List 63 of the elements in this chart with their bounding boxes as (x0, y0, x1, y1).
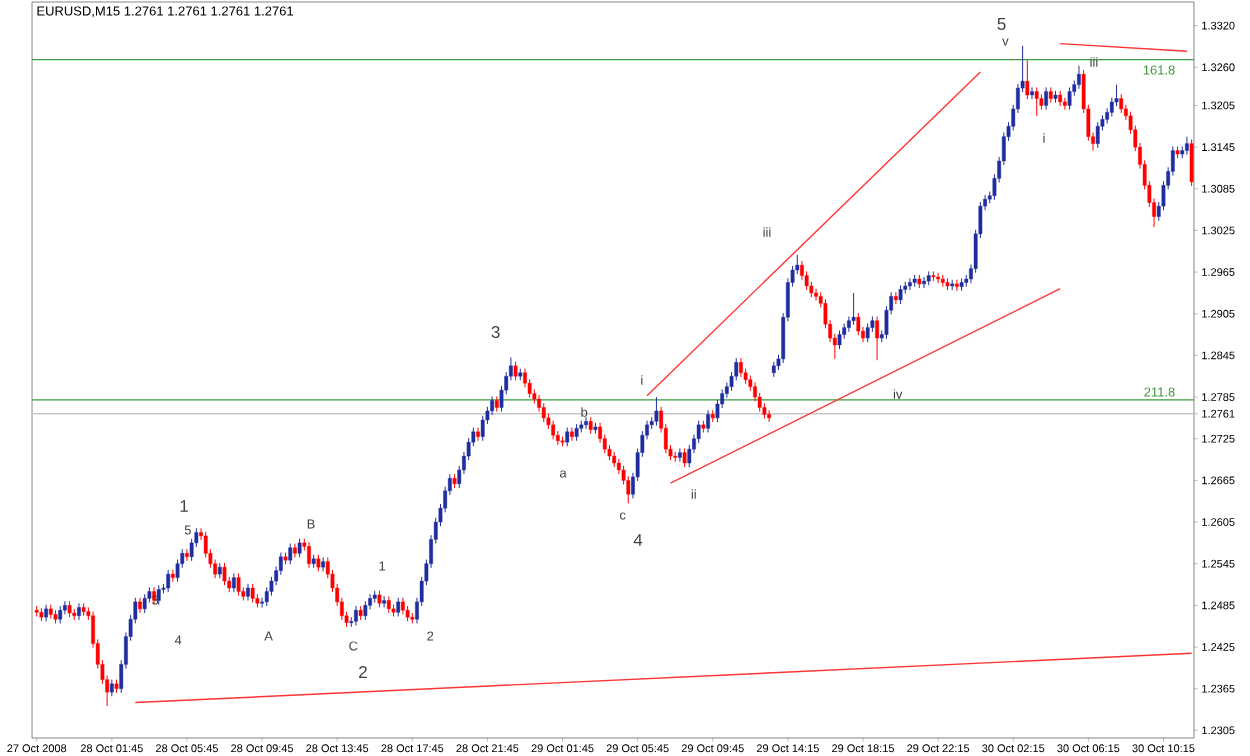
candlestick (480, 415, 485, 442)
candlestick (77, 602, 81, 621)
candlestick (541, 402, 546, 423)
candlestick (654, 396, 659, 427)
candlestick (142, 593, 147, 614)
candlestick (138, 597, 142, 614)
candlestick (236, 572, 241, 597)
candlestick (551, 420, 556, 440)
candlestick (875, 316, 879, 361)
candlestick (814, 288, 818, 302)
annotation: 1 (180, 500, 188, 512)
candlestick (851, 292, 856, 326)
candlestick (1119, 93, 1124, 114)
candlestick (922, 276, 926, 289)
candlestick (1034, 86, 1039, 117)
candlestick (898, 284, 903, 305)
candlestick (166, 569, 171, 593)
candlestick (682, 447, 687, 468)
candlestick (739, 357, 743, 378)
annotation: 5 (997, 18, 1006, 30)
candlestick (396, 597, 401, 617)
candlestick (584, 416, 588, 430)
candlestick (565, 427, 570, 447)
candlestick (354, 605, 358, 626)
candlestick (856, 312, 861, 336)
candlestick (382, 595, 387, 608)
annotation: 4 (633, 534, 643, 546)
candlestick (767, 409, 771, 423)
candlestick (1067, 86, 1072, 111)
candlestick (1030, 86, 1034, 100)
candlestick (1062, 97, 1067, 111)
candlestick (570, 427, 574, 442)
candlestick (321, 556, 325, 572)
candlestick (1077, 65, 1081, 90)
candlestick (678, 447, 682, 463)
candlestick (185, 548, 189, 562)
candlestick (1025, 59, 1030, 100)
candlestick (706, 409, 710, 433)
candlestick (513, 361, 518, 381)
candlestick (490, 395, 494, 416)
annotation: 3 (491, 326, 500, 339)
candlestick (476, 427, 480, 442)
candlestick (837, 329, 842, 350)
candlestick (893, 291, 898, 305)
candlestick (1189, 138, 1194, 187)
candlestick (288, 543, 293, 565)
candlestick (363, 600, 368, 621)
candlestick (1044, 86, 1048, 111)
candlestick (63, 600, 67, 615)
candlestick (232, 572, 236, 593)
candlestick (865, 322, 870, 343)
candlestick (250, 583, 255, 604)
candlestick (1185, 136, 1189, 156)
candlestick (170, 569, 175, 583)
candlestick (297, 538, 302, 558)
candlestick (156, 584, 161, 606)
candlestick (222, 562, 227, 586)
candlestick (936, 272, 940, 284)
candlestick (1095, 121, 1100, 149)
candlestick (307, 541, 311, 569)
candlestick (955, 279, 959, 292)
annotation: 2 (359, 666, 367, 678)
candlestick (908, 277, 912, 291)
